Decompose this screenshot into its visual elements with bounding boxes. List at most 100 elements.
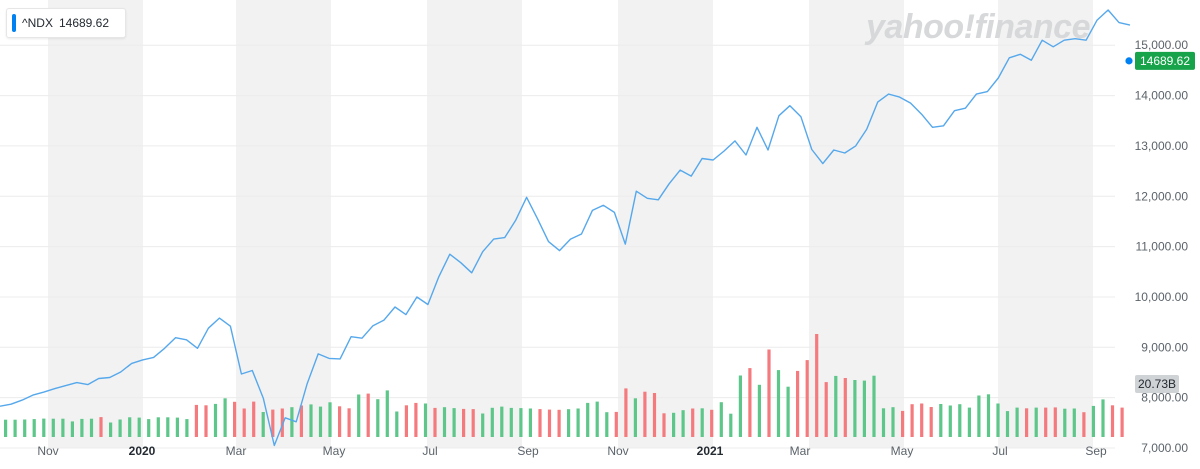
volume-bar	[243, 409, 246, 438]
volume-bar	[596, 402, 599, 437]
volume-bar	[748, 368, 751, 437]
volume-bar	[930, 407, 933, 437]
volume-bar	[958, 404, 961, 437]
volume-bar	[605, 412, 608, 437]
volume-bar	[710, 410, 713, 437]
x-tick-label: Sep	[517, 444, 539, 458]
symbol-legend[interactable]: ^NDX 14689.62	[6, 8, 126, 38]
volume-bar	[204, 405, 207, 437]
y-tick-label: 14,000.00	[1135, 89, 1189, 103]
series-color-swatch	[12, 14, 16, 32]
volume-bar	[138, 418, 141, 437]
volume-bar	[1082, 412, 1085, 437]
volume-bar	[290, 407, 293, 437]
y-tick-label: 11,000.00	[1136, 240, 1189, 254]
volume-bar	[529, 409, 532, 438]
volume-bar	[500, 407, 503, 437]
volume-bar	[806, 360, 809, 437]
volume-bar	[777, 370, 780, 437]
volume-bar	[939, 404, 942, 437]
month-band	[998, 0, 1093, 448]
month-band	[618, 0, 713, 448]
volume-bar	[233, 402, 236, 437]
volume-bar	[52, 419, 55, 437]
volume-bar	[1111, 405, 1114, 437]
volume-bar	[1025, 408, 1028, 437]
volume-bar	[911, 404, 914, 437]
volume-bar	[14, 420, 17, 437]
volume-bar	[624, 388, 627, 437]
volume-bar	[787, 387, 790, 437]
volume-bar	[147, 419, 150, 437]
y-tick-label: 9,000.00	[1141, 340, 1188, 354]
month-band	[427, 0, 522, 448]
volume-bar	[262, 412, 265, 437]
volume-bar	[634, 398, 637, 437]
month-band	[236, 0, 331, 448]
x-tick-label: Nov	[37, 444, 58, 458]
volume-bar	[1092, 406, 1095, 437]
volume-bar	[33, 419, 36, 437]
volume-bar	[691, 409, 694, 438]
volume-bar	[863, 381, 866, 437]
x-tick-label: Jul	[422, 444, 437, 458]
volume-bar	[519, 408, 522, 437]
volume-bar	[586, 403, 589, 437]
volume-bar	[1035, 408, 1038, 437]
volume-bar	[682, 410, 685, 437]
volume-bar	[949, 406, 952, 438]
volume-bar	[653, 393, 656, 437]
volume-bar	[1063, 409, 1066, 437]
volume-bar	[195, 405, 198, 437]
volume-bar	[42, 419, 45, 437]
volume-bar	[1044, 408, 1047, 437]
volume-bar	[166, 417, 169, 437]
volume-bar	[548, 410, 551, 437]
y-tick-label: 12,000.00	[1135, 189, 1189, 203]
volume-bar	[758, 385, 761, 437]
volume-bar	[61, 419, 64, 437]
volume-bar	[128, 417, 131, 437]
volume-bar	[376, 399, 379, 437]
x-tick-label: 2020	[129, 444, 156, 458]
volume-bar	[300, 406, 303, 438]
volume-bar	[996, 404, 999, 438]
last-price-dot	[1125, 57, 1132, 64]
x-tick-label: Mar	[226, 444, 247, 458]
volume-label: 20.73B	[1138, 377, 1176, 391]
volume-bar	[615, 412, 618, 437]
volume-bar	[71, 421, 74, 437]
volume-bar	[987, 394, 990, 437]
volume-bar	[4, 420, 7, 437]
volume-bar	[424, 404, 427, 438]
volume-bar	[472, 409, 475, 437]
volume-bar	[729, 414, 732, 437]
volume-bar	[214, 404, 217, 437]
last-price-label: 14689.62	[1140, 54, 1190, 68]
volume-bar	[462, 409, 465, 437]
volume-bar	[224, 398, 227, 437]
volume-bar	[119, 420, 122, 438]
volume-bar	[672, 413, 675, 437]
volume-bar	[720, 402, 723, 437]
volume-bar	[844, 378, 847, 437]
volume-bar	[99, 417, 102, 437]
volume-bar	[767, 350, 770, 438]
volume-bar	[386, 390, 389, 437]
volume-bar	[577, 409, 580, 438]
volume-bar	[491, 408, 494, 437]
volume-bar	[662, 413, 665, 437]
x-tick-label: Sep	[1085, 444, 1107, 458]
volume-bar	[1016, 408, 1019, 437]
volume-bar	[920, 404, 923, 438]
volume-bar	[328, 402, 331, 437]
volume-bar	[1101, 399, 1104, 437]
volume-bar	[643, 392, 646, 437]
volume-bar	[701, 408, 704, 437]
volume-bar	[1054, 407, 1057, 437]
volume-bar	[882, 408, 885, 437]
y-tick-label: 7,000.00	[1141, 441, 1188, 455]
volume-bar	[815, 334, 818, 437]
